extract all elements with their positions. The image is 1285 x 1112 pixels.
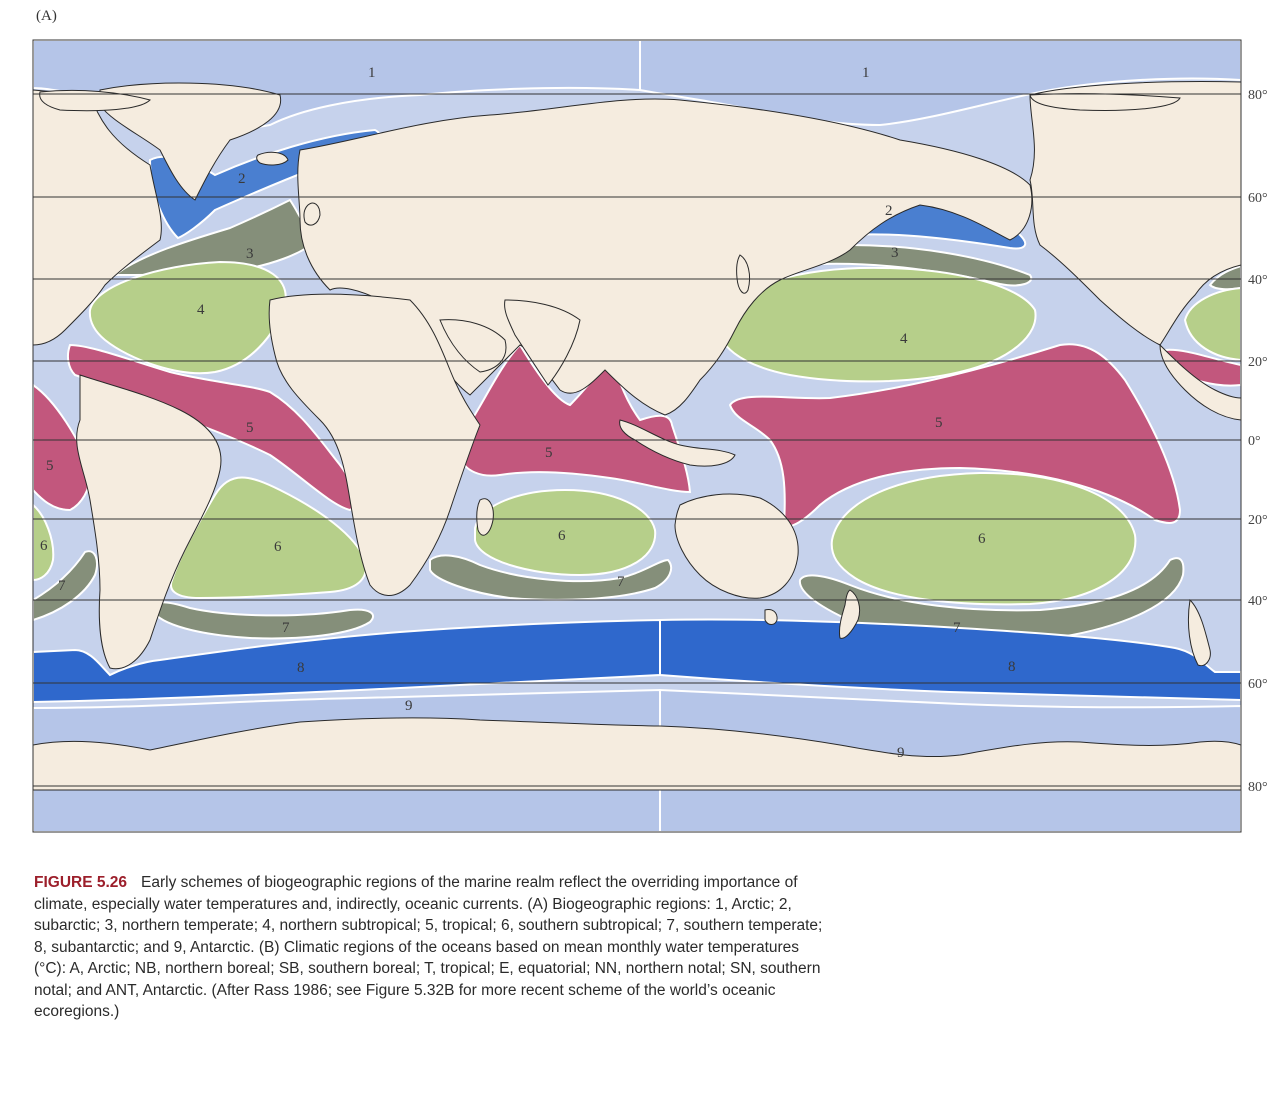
region-arctic-east bbox=[639, 40, 1241, 127]
new-zealand bbox=[839, 589, 861, 639]
lat-label-20n: 20° bbox=[1248, 355, 1268, 370]
africa bbox=[268, 293, 481, 596]
region-label: 6 bbox=[274, 539, 282, 555]
region-label: 7 bbox=[617, 574, 625, 590]
antarctica bbox=[33, 717, 1241, 791]
region-tropical-pacific-west bbox=[33, 383, 92, 512]
map-frame bbox=[32, 39, 1242, 833]
region-label: 5 bbox=[246, 420, 254, 436]
tasmania bbox=[764, 609, 778, 625]
region-label: 5 bbox=[545, 445, 553, 461]
lat-label-80s: 80° bbox=[1248, 780, 1268, 795]
region-s-temperate-pacific-west bbox=[33, 550, 98, 622]
arabia bbox=[439, 319, 507, 373]
region-label: 2 bbox=[238, 171, 246, 187]
map-canvas: 1 1 2 2 3 3 4 4 5 5 5 5 6 6 6 6 7 7 7 7 … bbox=[32, 39, 1268, 833]
british-isles bbox=[303, 202, 321, 226]
lat-label-60n: 60° bbox=[1248, 191, 1268, 206]
lat-label-60s: 60° bbox=[1248, 677, 1268, 692]
region-n-subtropical-pacific bbox=[716, 266, 1037, 383]
caption-text: Early schemes of biogeographic regions o… bbox=[34, 874, 823, 1020]
region-labels: 1 1 2 2 3 3 4 4 5 5 5 5 6 6 6 6 7 7 7 7 … bbox=[40, 65, 1016, 761]
region-subantarctic-east bbox=[659, 618, 1241, 702]
world-map: 1 1 2 2 3 3 4 4 5 5 5 5 6 6 6 6 7 7 7 7 … bbox=[32, 39, 1268, 833]
japan bbox=[736, 254, 751, 294]
lat-label-40s: 40° bbox=[1248, 594, 1268, 609]
madagascar bbox=[476, 498, 494, 536]
region-label: 3 bbox=[246, 246, 254, 262]
region-label: 6 bbox=[558, 528, 566, 544]
lat-label-80n: 80° bbox=[1248, 88, 1268, 103]
figure-number: FIGURE 5.26 bbox=[34, 874, 128, 891]
lat-label-20s: 20° bbox=[1248, 513, 1268, 528]
se-asia-islands bbox=[619, 419, 736, 467]
region-label: 2 bbox=[885, 203, 893, 219]
lat-label-0: 0° bbox=[1248, 434, 1261, 449]
greenland bbox=[99, 82, 282, 201]
region-label: 8 bbox=[297, 660, 305, 676]
region-s-subtropical-pacific bbox=[830, 471, 1137, 606]
region-label: 5 bbox=[935, 415, 943, 431]
region-label: 6 bbox=[40, 538, 48, 554]
south-america bbox=[76, 374, 222, 670]
region-s-subtropical-indian bbox=[474, 488, 657, 577]
north-america-west bbox=[33, 89, 162, 346]
region-subantarctic-west bbox=[33, 618, 661, 704]
region-s-temperate-indian bbox=[429, 554, 673, 601]
region-label: 4 bbox=[900, 331, 908, 347]
region-label: 8 bbox=[1008, 659, 1016, 675]
region-label: 7 bbox=[953, 620, 961, 636]
central-america-east bbox=[1159, 343, 1241, 421]
region-label: 7 bbox=[58, 578, 66, 594]
figure-caption: FIGURE 5.26 Early schemes of biogeographi… bbox=[34, 872, 834, 1023]
region-label: 4 bbox=[197, 302, 205, 318]
lat-label-40n: 40° bbox=[1248, 273, 1268, 288]
region-label: 9 bbox=[405, 698, 413, 714]
region-label: 1 bbox=[368, 65, 376, 81]
australia bbox=[674, 493, 799, 599]
latitude-labels: 80° 60° 40° 20° 0° 20° 40° 60° 80° bbox=[1248, 88, 1268, 795]
region-label: 5 bbox=[46, 458, 54, 474]
india bbox=[504, 299, 581, 386]
region-label: 1 bbox=[862, 65, 870, 81]
region-s-temperate-atlantic bbox=[150, 601, 375, 640]
region-n-temperate-atlantic-east bbox=[1208, 264, 1241, 291]
region-label: 3 bbox=[891, 245, 899, 261]
region-tropical-indian bbox=[460, 343, 692, 494]
panel-label: (A) bbox=[36, 8, 57, 24]
region-label: 6 bbox=[978, 531, 986, 547]
latitude-lines bbox=[33, 93, 1241, 787]
south-america-east-edge bbox=[1187, 598, 1211, 667]
region-label: 9 bbox=[897, 745, 905, 761]
iceland bbox=[256, 151, 289, 166]
arctic-islands-west bbox=[39, 89, 151, 112]
region-s-subtropical-pacific-west bbox=[33, 503, 55, 582]
region-n-subtropical-atlantic-east bbox=[1183, 286, 1241, 362]
region-label: 7 bbox=[282, 620, 290, 636]
